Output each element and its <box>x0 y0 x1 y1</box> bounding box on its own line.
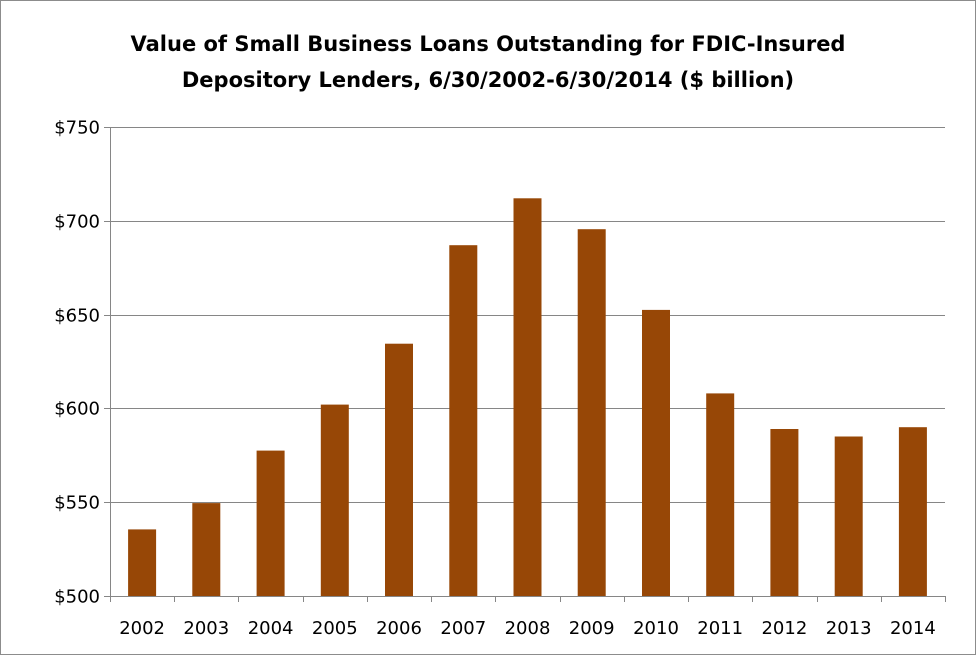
bars <box>128 198 927 597</box>
y-tick-label: $550 <box>54 493 100 514</box>
bar-2013 <box>834 436 863 596</box>
y-tick-label: $750 <box>54 118 100 139</box>
bar-2005 <box>320 404 349 596</box>
x-tick-label: 2002 <box>119 618 165 639</box>
bar-2014 <box>898 427 927 596</box>
bar-2003 <box>192 503 221 596</box>
x-tick-label: 2008 <box>505 618 551 639</box>
bar-2010 <box>642 309 670 596</box>
x-tick-label: 2005 <box>312 618 358 639</box>
bar-2012 <box>770 429 799 596</box>
bar-2011 <box>706 393 735 596</box>
bar-2002 <box>128 529 157 596</box>
axes <box>104 127 946 602</box>
chart-title-line-1: Value of Small Business Loans Outstandin… <box>130 32 846 56</box>
y-tick-label: $600 <box>54 399 100 420</box>
x-tick-label: 2009 <box>569 618 615 639</box>
x-tick-label: 2006 <box>376 618 422 639</box>
chart-title-line-2: Depository Lenders, 6/30/2002-6/30/2014 … <box>181 68 795 92</box>
y-tick-label: $700 <box>54 212 100 233</box>
bar-2007 <box>449 245 478 596</box>
x-tick-label: 2011 <box>697 618 743 639</box>
tick-labels: $500 $550 $600 $650 $700 $750 2002 2003 2004 2005… <box>54 118 936 640</box>
chart-title: Value of Small Business Loans Outstandin… <box>0 26 976 98</box>
x-tick-label: 2014 <box>890 618 936 639</box>
bar-2008 <box>513 198 542 597</box>
bar-2009 <box>577 229 606 596</box>
x-tick-label: 2004 <box>248 618 294 639</box>
x-tick-label: 2013 <box>826 618 872 639</box>
bar-2004 <box>256 450 285 596</box>
x-tick-label: 2003 <box>183 618 229 639</box>
x-tick-label: 2012 <box>761 618 807 639</box>
bar-2006 <box>385 343 413 596</box>
x-tick-label: 2010 <box>633 618 679 639</box>
x-tick-label: 2007 <box>440 618 486 639</box>
y-tick-label: $500 <box>54 587 100 608</box>
y-tick-label: $650 <box>54 306 100 327</box>
